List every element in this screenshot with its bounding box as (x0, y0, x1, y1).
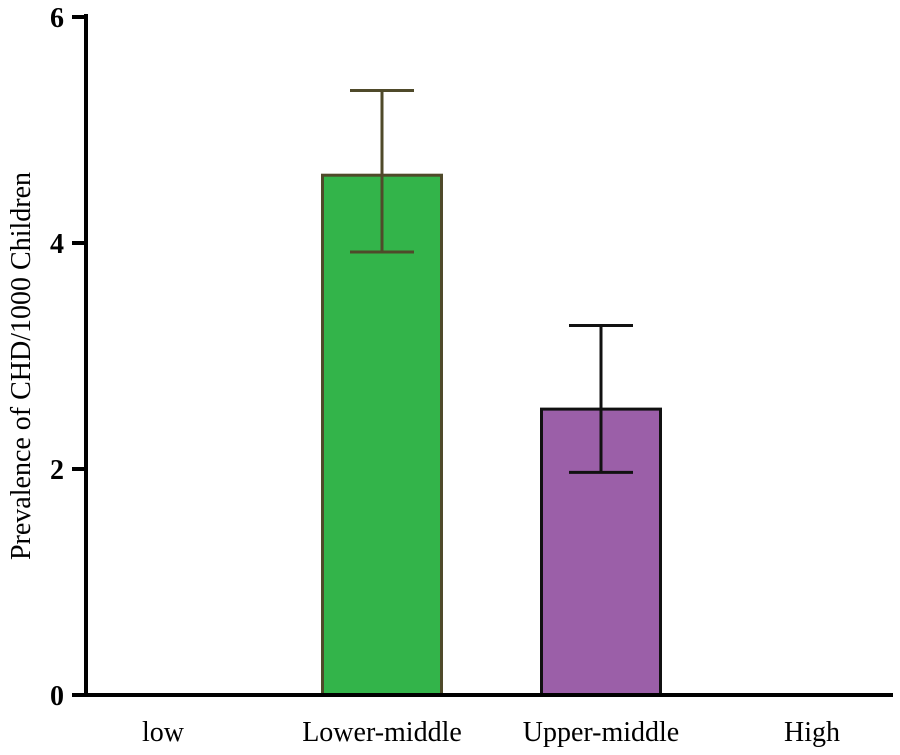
x-tick-label: Upper-middle (523, 717, 680, 748)
y-tick-label: 2 (50, 455, 64, 486)
bar-lower-middle (321, 173, 443, 697)
error-bar-lower-middle (350, 88, 414, 254)
x-tick-label: High (784, 717, 840, 748)
x-tick-label: Lower-middle (302, 717, 462, 748)
y-tick-label: 4 (50, 229, 64, 260)
error-bar-upper-middle (569, 323, 633, 474)
x-axis-labels: low Lower-middle Upper-middle High (142, 717, 840, 748)
y-axis-title: Prevalence of CHD/1000 Children (6, 172, 37, 560)
plot-area (321, 88, 662, 697)
y-axis-ticks: 0 2 4 6 (50, 3, 86, 712)
y-tick-label: 6 (50, 3, 64, 34)
y-tick-label: 0 (50, 681, 64, 712)
x-tick-label: low (142, 717, 185, 748)
